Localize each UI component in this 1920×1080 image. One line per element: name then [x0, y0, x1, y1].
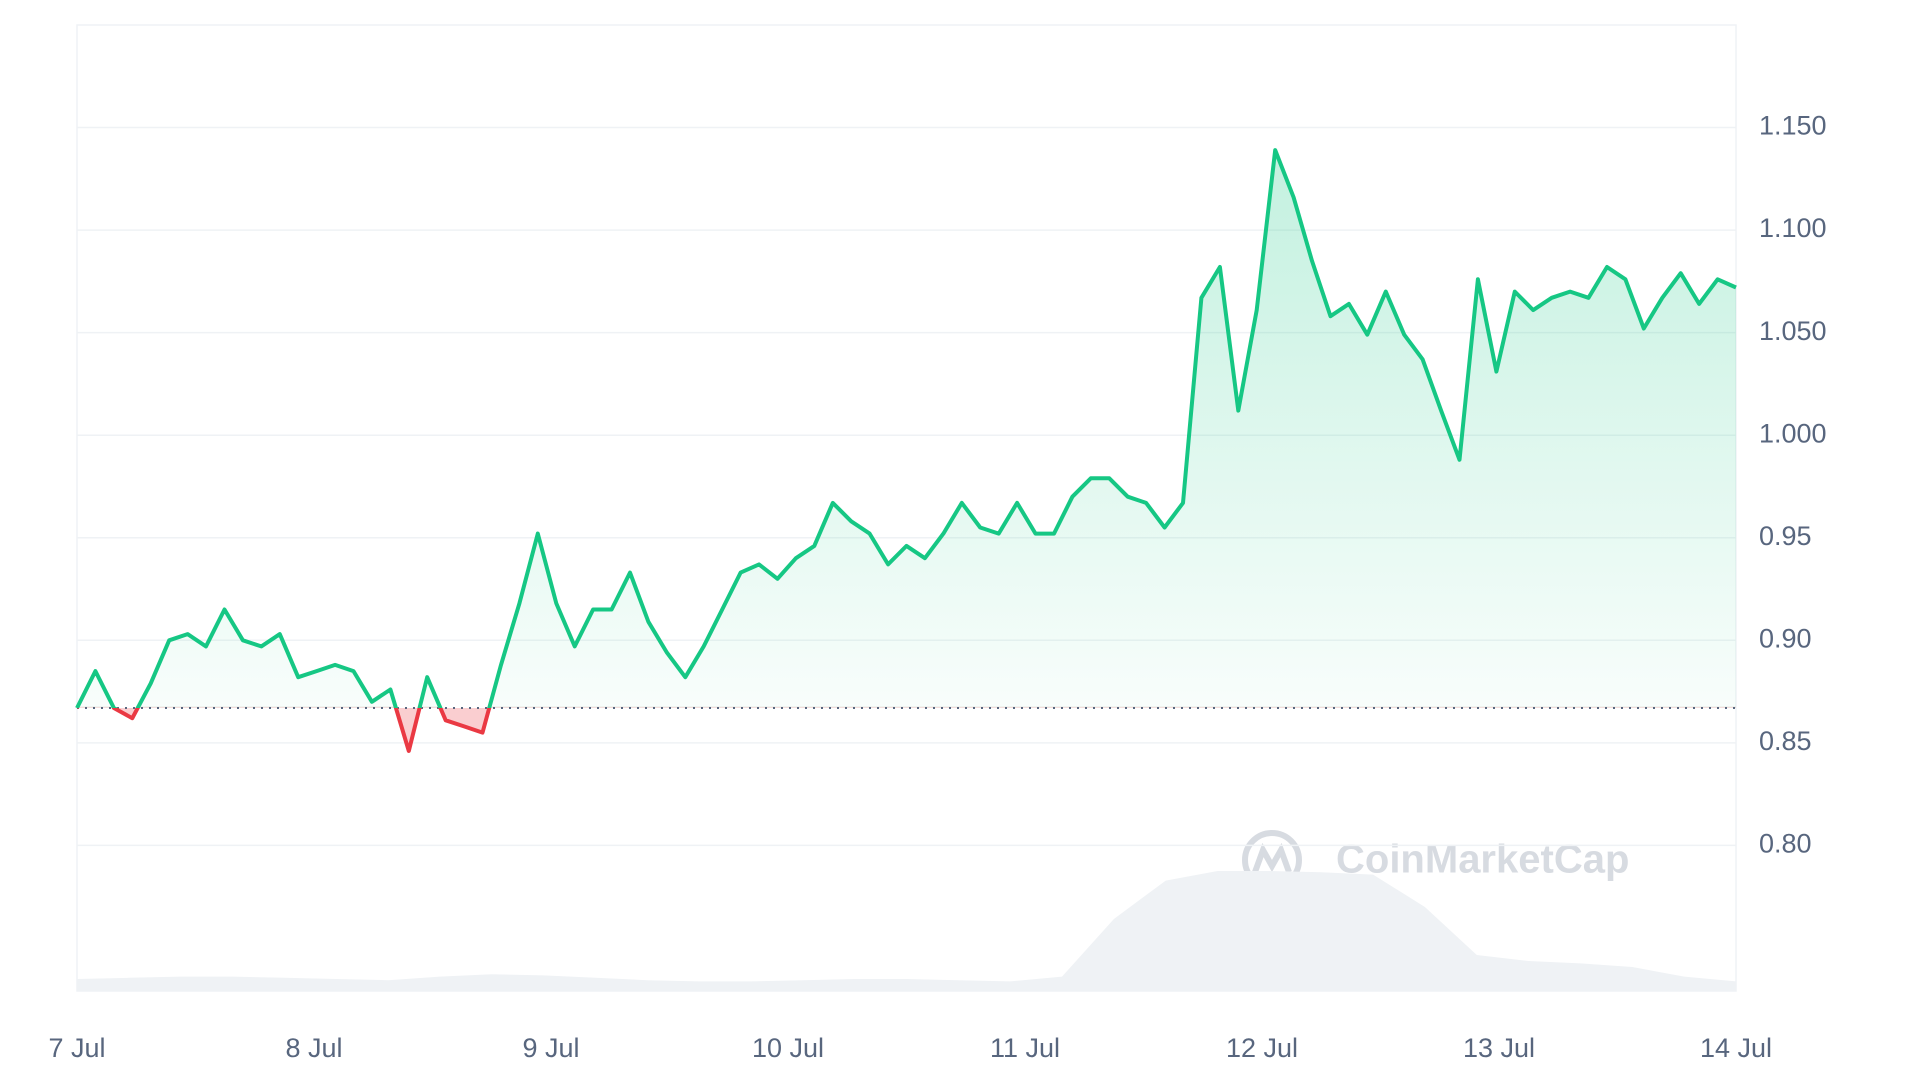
y-tick-label: 1.050: [1759, 316, 1827, 346]
x-tick-label: 8 Jul: [285, 1033, 342, 1063]
y-tick-label: 0.95: [1759, 521, 1812, 551]
price-area: [77, 150, 1736, 752]
x-tick-label: 10 Jul: [752, 1033, 824, 1063]
x-tick-label: 14 Jul: [1700, 1033, 1772, 1063]
x-tick-label: 12 Jul: [1226, 1033, 1298, 1063]
y-tick-label: 1.100: [1759, 213, 1827, 243]
x-tick-label: 11 Jul: [990, 1033, 1060, 1063]
x-tick-label: 7 Jul: [48, 1033, 105, 1063]
watermark-logo-m: [1252, 842, 1292, 874]
price-line: [75, 148, 1737, 753]
x-tick-label: 13 Jul: [1463, 1033, 1535, 1063]
x-tick-label: 9 Jul: [522, 1033, 579, 1063]
y-tick-label: 0.85: [1759, 726, 1812, 756]
watermark-text: CoinMarketCap: [1336, 838, 1629, 882]
y-tick-label: 0.80: [1759, 829, 1812, 859]
y-tick-label: 1.000: [1759, 418, 1827, 448]
y-tick-label: 1.150: [1759, 111, 1827, 141]
volume-area: [77, 871, 1736, 991]
y-tick-label: 0.90: [1759, 623, 1812, 653]
